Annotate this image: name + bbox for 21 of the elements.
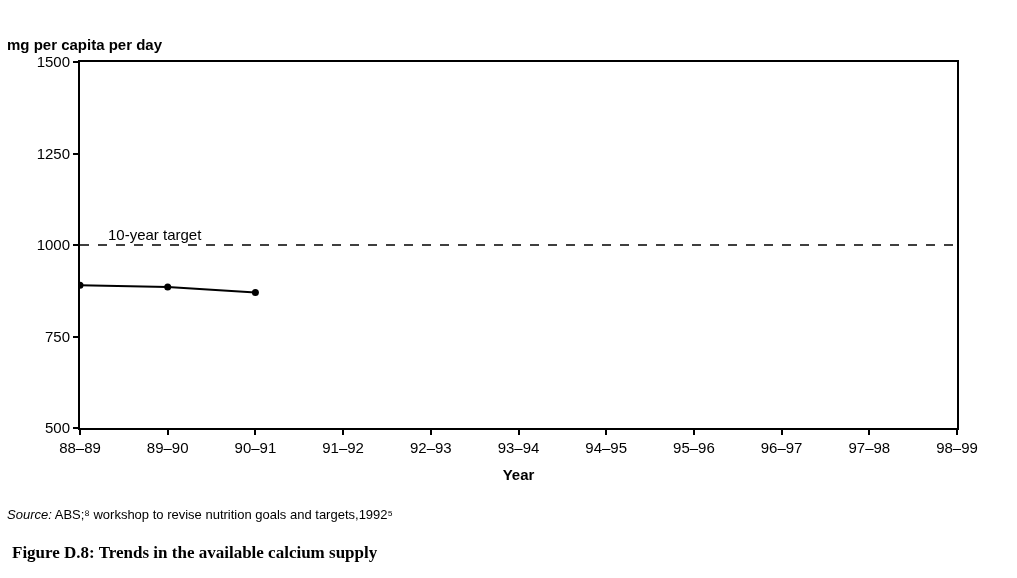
x-tick-label: 95–96 — [673, 439, 715, 456]
y-tick-label: 1500 — [36, 53, 70, 71]
x-tick-label: 92–93 — [409, 439, 452, 456]
x-axis-title: Year — [502, 465, 535, 483]
x-tick-label: 91–92 — [322, 439, 364, 456]
y-tick-label: 1000 — [36, 236, 70, 254]
y-tick-label: 1250 — [36, 144, 70, 162]
x-tick-label: 97–98 — [848, 439, 891, 456]
x-tick-label: 88–89 — [59, 439, 101, 456]
x-tick-label: 94–95 — [585, 439, 628, 456]
ref-line-label: 10-year target — [108, 226, 203, 243]
text: Figure D.8: Trends in the available calcium supply — [12, 543, 378, 562]
text: Source: ABS;⁸ workshop to revise nutrition goals and targets,1992⁵ — [7, 507, 393, 522]
x-tick-label: 89–90 — [146, 439, 189, 456]
y-tick-label: 500 — [44, 419, 70, 437]
x-tick-label: 98–99 — [936, 439, 978, 456]
y-axis-title: mg per capita per day — [7, 36, 163, 53]
y-tick-label: 750 — [44, 327, 70, 345]
x-tick-label: 90–91 — [234, 439, 277, 456]
x-tick-label: 93–94 — [497, 439, 540, 456]
x-tick-label: 96–97 — [760, 439, 803, 456]
